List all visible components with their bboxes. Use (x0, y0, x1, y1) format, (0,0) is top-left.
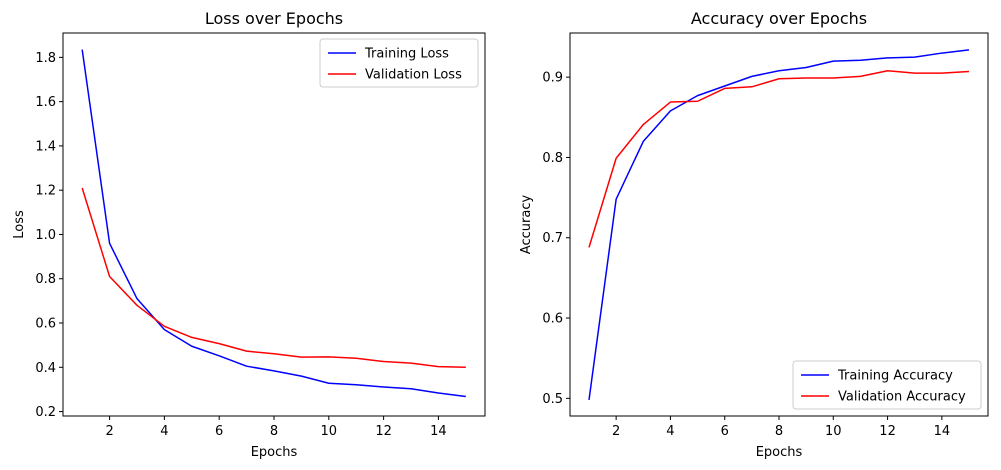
y-tick-label: 1.6 (35, 95, 56, 110)
y-tick-label: 0.6 (542, 312, 563, 327)
chart-panel-1: 2 4 6 8 10 12 14 0.2 0.4 0.6 0.8 1.0 1.2 1.4 1.6 1.8 Los… (12, 9, 486, 460)
x-tick-label: 12 (375, 424, 392, 439)
x-tick-label: 6 (215, 424, 223, 439)
y-tick-label: 0.2 (35, 405, 56, 420)
y-tick-label: 1.4 (35, 139, 56, 154)
legend-box (319, 38, 479, 88)
chart-title: Accuracy over Epochs (691, 9, 867, 28)
y-tick-label: 0.8 (35, 272, 56, 287)
x-tick-label: 4 (160, 424, 168, 439)
x-tick-label: 8 (270, 424, 278, 439)
legend: Training Loss Validation Loss (319, 38, 479, 88)
y-tick-label: 0.5 (542, 392, 563, 407)
legend-label: Validation Loss (365, 68, 462, 83)
y-tick-label: 1.8 (35, 51, 56, 66)
x-tick-label: 2 (612, 424, 620, 439)
x-tick-label: 4 (666, 424, 674, 439)
chart-title: Loss over Epochs (205, 9, 343, 28)
x-tick-label: 12 (879, 424, 896, 439)
x-tick-label: 2 (105, 424, 113, 439)
y-tick-label: 0.9 (542, 71, 563, 86)
x-tick-label: 14 (430, 424, 447, 439)
legend-label: Training Accuracy (837, 369, 953, 384)
x-tick-label: 14 (934, 424, 951, 439)
series-line-1 (588, 49, 970, 401)
y-tick-label: 1.2 (35, 184, 56, 199)
legend-box (792, 360, 982, 410)
x-tick-label: 8 (775, 424, 783, 439)
y-tick-label: 0.8 (542, 151, 563, 166)
series-line-2 (588, 69, 970, 248)
y-tick-label: 1.0 (35, 228, 56, 243)
legend: Training Accuracy Validation Accuracy (792, 360, 982, 410)
series-line-2 (81, 187, 466, 369)
y-axis-label: Loss (12, 210, 27, 239)
chart-panels: 2 4 6 8 10 12 14 0.2 0.4 0.6 0.8 1.0 1.2 1.4 1.6 1.8 Los… (12, 9, 989, 460)
x-tick-label: 10 (321, 424, 338, 439)
chart-panel-2: 2 4 6 8 10 12 14 0.5 0.6 0.7 0.8 0.9 Accuracy over E… (519, 9, 989, 460)
legend-label: Validation Accuracy (838, 390, 966, 405)
y-axis-label: Accuracy (519, 195, 534, 255)
series-line-1 (81, 49, 466, 398)
y-tick-label: 0.4 (35, 361, 56, 376)
x-tick-label: 10 (825, 424, 842, 439)
y-tick-label: 0.7 (542, 231, 563, 246)
legend-label: Training Loss (364, 47, 449, 62)
x-axis-label: Epochs (251, 445, 298, 460)
y-tick-label: 0.6 (35, 317, 56, 332)
x-axis-label: Epochs (756, 445, 803, 460)
x-tick-label: 6 (721, 424, 729, 439)
